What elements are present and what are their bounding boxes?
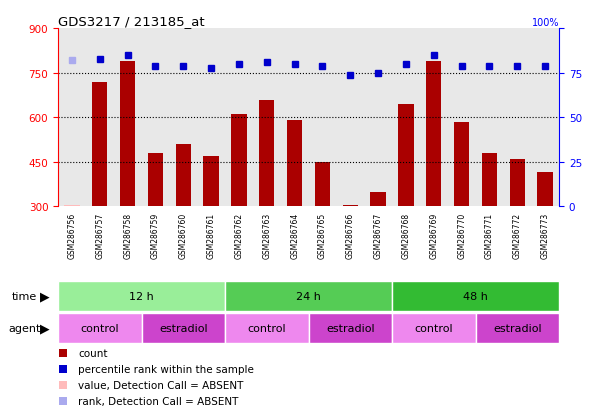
Text: control: control <box>81 323 119 333</box>
Text: estradiol: estradiol <box>493 323 541 333</box>
Bar <box>370 192 386 207</box>
Bar <box>58 313 142 343</box>
Bar <box>225 281 392 311</box>
Text: GSM286765: GSM286765 <box>318 213 327 259</box>
Text: GSM286768: GSM286768 <box>401 213 411 259</box>
Bar <box>343 205 358 207</box>
Text: GSM286756: GSM286756 <box>67 213 76 259</box>
Text: GSM286772: GSM286772 <box>513 213 522 259</box>
Bar <box>120 62 135 207</box>
Text: value, Detection Call = ABSENT: value, Detection Call = ABSENT <box>78 380 244 390</box>
Text: estradiol: estradiol <box>326 323 375 333</box>
Text: agent: agent <box>9 323 40 333</box>
Text: control: control <box>414 323 453 333</box>
Text: count: count <box>78 348 108 358</box>
Text: GSM286773: GSM286773 <box>541 213 550 259</box>
Bar <box>454 123 469 207</box>
Bar <box>315 162 330 207</box>
Text: time: time <box>12 291 37 301</box>
Text: estradiol: estradiol <box>159 323 208 333</box>
Text: GSM286758: GSM286758 <box>123 213 132 259</box>
Bar <box>232 115 247 207</box>
Text: ▶: ▶ <box>40 321 49 335</box>
Bar <box>309 313 392 343</box>
Bar <box>392 313 475 343</box>
Text: GSM286771: GSM286771 <box>485 213 494 259</box>
Text: 24 h: 24 h <box>296 291 321 301</box>
Text: ▶: ▶ <box>40 290 49 303</box>
Bar <box>225 313 309 343</box>
Text: GDS3217 / 213185_at: GDS3217 / 213185_at <box>58 15 205 28</box>
Bar <box>482 154 497 207</box>
Bar <box>259 100 274 207</box>
Bar <box>203 157 219 207</box>
Text: GSM286761: GSM286761 <box>207 213 216 259</box>
Text: 100%: 100% <box>532 18 559 28</box>
Text: GSM286763: GSM286763 <box>262 213 271 259</box>
Text: GSM286762: GSM286762 <box>235 213 243 259</box>
Text: 48 h: 48 h <box>463 291 488 301</box>
Bar <box>398 105 414 207</box>
Bar <box>58 281 225 311</box>
Text: GSM286759: GSM286759 <box>151 213 160 259</box>
Text: 12 h: 12 h <box>129 291 154 301</box>
Bar <box>64 205 79 207</box>
Bar <box>426 62 442 207</box>
Bar <box>538 173 553 207</box>
Text: GSM286757: GSM286757 <box>95 213 104 259</box>
Text: GSM286766: GSM286766 <box>346 213 355 259</box>
Bar <box>510 159 525 207</box>
Text: GSM286764: GSM286764 <box>290 213 299 259</box>
Text: rank, Detection Call = ABSENT: rank, Detection Call = ABSENT <box>78 396 239 406</box>
Bar <box>475 313 559 343</box>
Bar <box>175 145 191 207</box>
Text: percentile rank within the sample: percentile rank within the sample <box>78 364 254 374</box>
Bar <box>148 154 163 207</box>
Bar <box>92 83 108 207</box>
Text: control: control <box>247 323 286 333</box>
Bar <box>392 281 559 311</box>
Text: GSM286760: GSM286760 <box>179 213 188 259</box>
Text: GSM286769: GSM286769 <box>430 213 438 259</box>
Text: GSM286767: GSM286767 <box>374 213 382 259</box>
Bar <box>287 121 302 207</box>
Text: GSM286770: GSM286770 <box>457 213 466 259</box>
Bar <box>142 313 225 343</box>
